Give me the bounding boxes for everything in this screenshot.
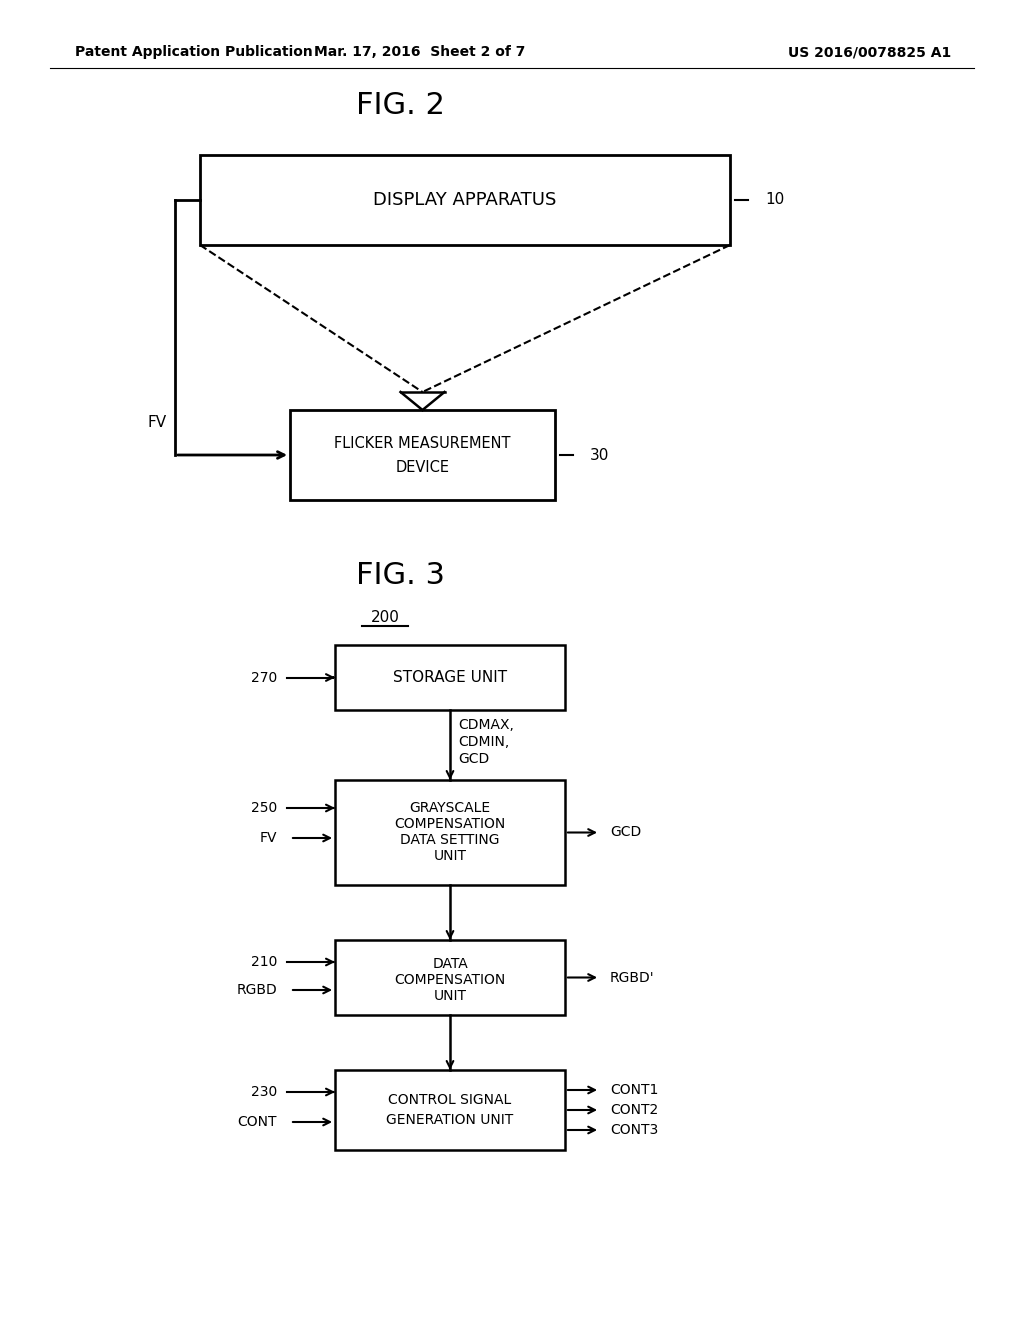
Text: CONT2: CONT2 — [610, 1104, 658, 1117]
Text: 200: 200 — [371, 610, 399, 626]
Text: 10: 10 — [765, 193, 784, 207]
Text: CONTROL SIGNAL: CONTROL SIGNAL — [388, 1093, 512, 1107]
Text: STORAGE UNIT: STORAGE UNIT — [393, 671, 507, 685]
Text: UNIT: UNIT — [433, 850, 467, 863]
Text: UNIT: UNIT — [433, 989, 467, 1002]
Text: 250: 250 — [251, 801, 278, 814]
Bar — [335, 645, 565, 710]
Bar — [335, 940, 565, 1015]
Text: DISPLAY APPARATUS: DISPLAY APPARATUS — [374, 191, 557, 209]
Text: GCD: GCD — [610, 825, 641, 840]
Text: GRAYSCALE: GRAYSCALE — [410, 801, 490, 816]
Text: 270: 270 — [251, 671, 278, 685]
Text: CONT1: CONT1 — [610, 1082, 658, 1097]
Text: CDMAX,: CDMAX, — [458, 718, 514, 733]
Text: DATA SETTING: DATA SETTING — [400, 833, 500, 847]
Text: COMPENSATION: COMPENSATION — [394, 817, 506, 832]
Text: CONT: CONT — [238, 1115, 278, 1129]
Bar — [335, 1071, 565, 1150]
Text: CDMIN,: CDMIN, — [458, 735, 509, 748]
Text: 230: 230 — [251, 1085, 278, 1100]
Text: Mar. 17, 2016  Sheet 2 of 7: Mar. 17, 2016 Sheet 2 of 7 — [314, 45, 525, 59]
Text: RGBD': RGBD' — [610, 970, 654, 985]
Text: GENERATION UNIT: GENERATION UNIT — [386, 1113, 514, 1127]
Text: RGBD: RGBD — [237, 983, 278, 997]
Bar — [290, 411, 555, 500]
Text: Patent Application Publication: Patent Application Publication — [75, 45, 312, 59]
Bar — [335, 780, 565, 884]
Text: FIG. 2: FIG. 2 — [355, 91, 444, 120]
Bar — [200, 154, 730, 246]
Text: 210: 210 — [251, 954, 278, 969]
Text: FV: FV — [259, 832, 278, 845]
Text: FV: FV — [147, 414, 167, 430]
Text: DEVICE: DEVICE — [395, 459, 450, 474]
Text: GCD: GCD — [458, 752, 489, 766]
Text: CONT3: CONT3 — [610, 1123, 658, 1137]
Text: 30: 30 — [590, 447, 609, 462]
Text: US 2016/0078825 A1: US 2016/0078825 A1 — [788, 45, 951, 59]
Text: DATA: DATA — [432, 957, 468, 970]
Text: COMPENSATION: COMPENSATION — [394, 973, 506, 986]
Text: FIG. 3: FIG. 3 — [355, 561, 444, 590]
Text: FLICKER MEASUREMENT: FLICKER MEASUREMENT — [334, 436, 511, 450]
